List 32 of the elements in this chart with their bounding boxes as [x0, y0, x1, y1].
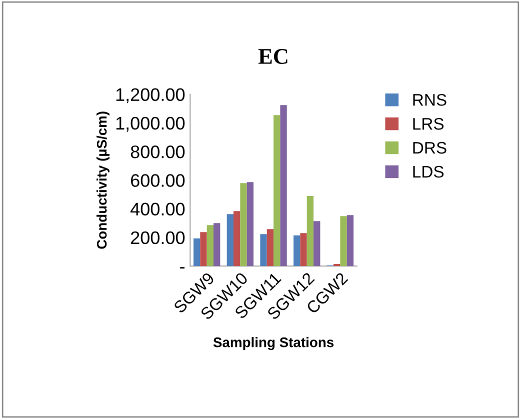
x-axis-title: Sampling Stations	[213, 337, 334, 350]
y-tick-label: 600.00	[131, 174, 185, 187]
bar	[346, 215, 354, 266]
bar	[266, 229, 274, 266]
bar	[240, 183, 247, 266]
bar	[226, 214, 234, 266]
y-tick-label: 1,000.00	[116, 116, 185, 132]
bar	[206, 225, 214, 266]
y-tick-label: 1,200.00	[116, 88, 185, 104]
bar	[306, 196, 314, 266]
legend-label: LRS	[413, 118, 444, 130]
bar	[300, 233, 307, 266]
legend-label: DRS	[413, 142, 446, 154]
bar	[340, 216, 347, 266]
legend-label: RNS	[413, 94, 446, 106]
y-axis-title: Conductivity (µS/cm)	[96, 112, 110, 249]
bar	[214, 223, 220, 266]
bar	[246, 182, 254, 266]
chart-title: EC	[258, 49, 288, 64]
bar	[294, 235, 300, 266]
y-tick-label: 800.00	[130, 145, 185, 158]
bar	[280, 105, 287, 266]
bar	[194, 238, 200, 266]
bar	[274, 115, 280, 266]
bar	[260, 234, 267, 266]
bar	[234, 211, 240, 266]
y-tick-label: -	[180, 267, 185, 269]
legend-label: LDS	[413, 166, 444, 178]
y-tick-label: 400.00	[130, 202, 185, 216]
y-tick-label: 200.00	[130, 231, 185, 244]
bar	[200, 232, 207, 266]
bar	[314, 221, 320, 266]
